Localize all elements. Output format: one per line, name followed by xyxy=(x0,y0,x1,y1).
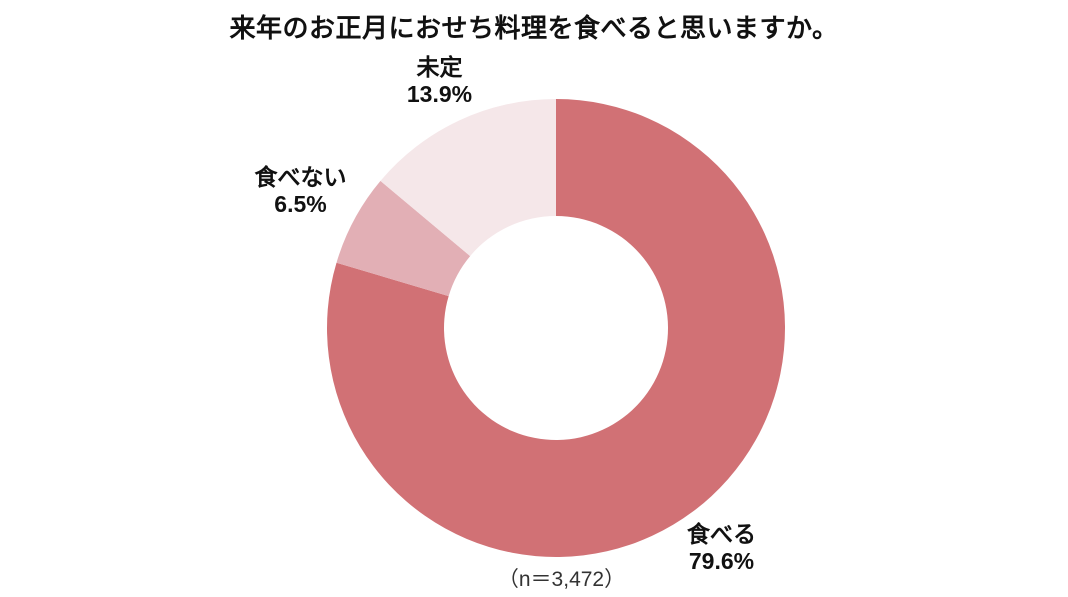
segment-name: 未定 xyxy=(416,54,463,80)
segment-percent: 79.6% xyxy=(688,548,755,575)
segment-label-mitei: 未定 13.9% xyxy=(357,54,522,108)
segment-percent: 13.9% xyxy=(406,81,473,108)
pie-slice-taberu xyxy=(327,99,786,558)
segment-name: 食べる xyxy=(687,521,756,547)
chart-title: 来年のお正月におせち料理を食べると思いますか。 xyxy=(229,13,839,43)
pie-slice-tabenai xyxy=(336,180,471,297)
segment-label-taberu: 食べる 79.6% xyxy=(639,521,804,575)
segment-name: 食べない xyxy=(254,164,347,190)
segment-percent: 6.5% xyxy=(274,191,327,218)
sample-size-note: （n＝3,472） xyxy=(497,568,626,591)
pie-slice-mitei xyxy=(380,99,556,257)
segment-label-tabenai: 食べない 6.5% xyxy=(218,164,383,218)
